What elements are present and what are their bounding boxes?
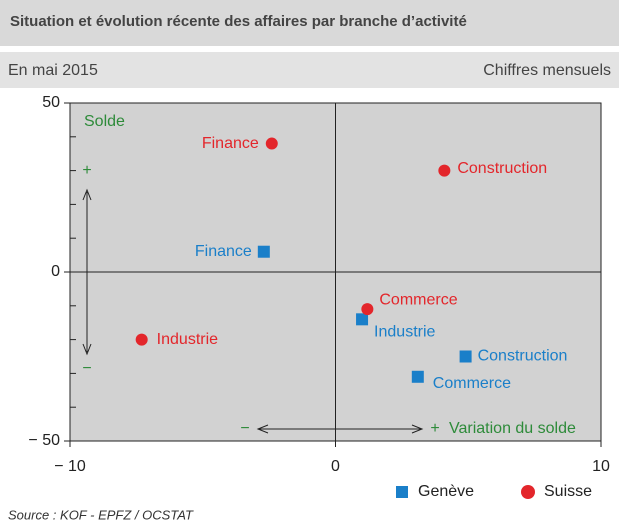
arrowhead [256,424,269,434]
legend-marker [521,485,535,499]
title-band [0,0,619,46]
legend-marker [396,486,408,498]
chart-title: Situation et évolution récente des affai… [10,13,467,30]
arrowhead [82,188,92,201]
x-title: Variation du solde [449,420,576,437]
marker-square [411,370,424,383]
marker-circle [438,164,451,177]
plus-sign: + [82,162,91,179]
point-label: Construction [457,160,547,177]
point-label: Industrie [374,324,435,341]
subtitle-band [0,52,619,88]
x-tick-label: − 10 [54,458,86,475]
subtitle: En mai 2015 [8,62,98,79]
point-label: Industrie [157,331,218,348]
x-tick-label: 0 [331,458,340,475]
point-label: Commerce [433,375,511,392]
x-tick-label: 10 [592,458,610,475]
plus-sign: + [430,420,439,437]
point-label: Commerce [379,291,457,308]
marker-circle [265,137,278,150]
marker-square [356,313,369,326]
marker-circle [361,303,374,316]
marker-square [459,350,472,363]
y-title: Solde [84,113,125,130]
point-label: Finance [195,243,252,260]
point-label: Finance [202,135,259,152]
marker-circle [135,333,148,346]
marker-square [257,245,270,258]
arrowhead [82,343,92,356]
y-tick-label: 0 [51,263,60,280]
point-label: Construction [478,348,568,365]
source: Source : KOF - EPFZ / OCSTAT [8,507,194,522]
y-tick-label: 50 [42,94,60,111]
arrowhead [411,424,424,434]
minus-sign: − [240,420,249,437]
y-tick-label: − 50 [28,432,60,449]
legend-label: Suisse [544,483,592,500]
minus-sign: − [82,360,91,377]
note: Chiffres mensuels [483,62,611,79]
legend-label: Genève [418,483,474,500]
